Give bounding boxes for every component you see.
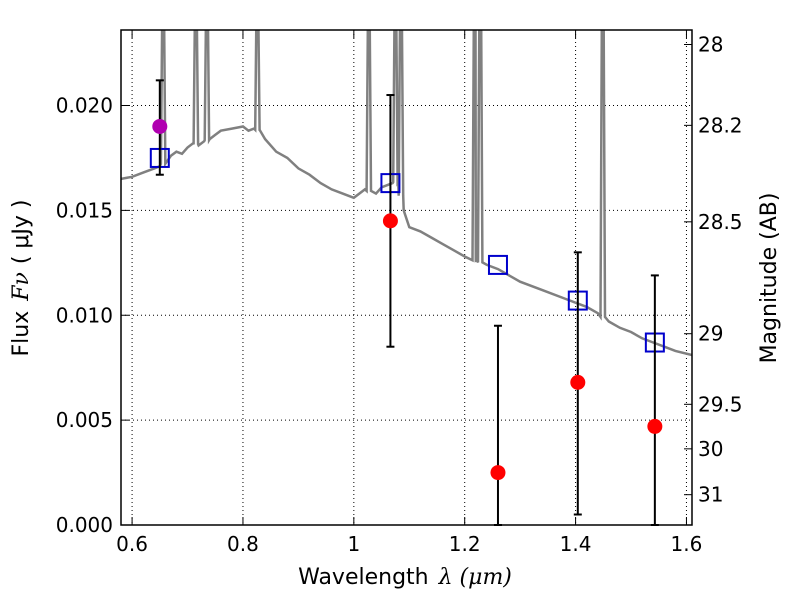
y-tick-label: 0.010 (56, 303, 113, 327)
plot-area (121, 30, 692, 526)
right-tick-label: 28 (698, 33, 723, 57)
x-tick-label: 1.4 (560, 532, 592, 556)
right-tick-label: 31 (698, 483, 723, 507)
observed-photometry-point (570, 374, 586, 390)
x-tick-label: 0.8 (227, 532, 259, 556)
x-tick-label: 0.6 (116, 532, 148, 556)
model-photometry-square (487, 254, 508, 275)
y-tick-label: 0.000 (56, 513, 113, 537)
right-axis-title: Magnitude (AB) (757, 193, 782, 364)
y-tick-label: 0.015 (56, 198, 113, 222)
right-tick-label: 29.5 (698, 392, 743, 416)
y-tick-label: 0.020 (56, 94, 113, 118)
y-axis-title: FluxFν( μJy ) (9, 199, 34, 356)
x-tick-label: 1.2 (449, 532, 481, 556)
observed-photometry-point (647, 418, 663, 434)
axes: 0.6 0.8 1 1.2 1.4 1.6 0.000 0.005 0.010 0.015 0.02… (56, 29, 743, 556)
x-axis-title: Wavelength λ (μm) (298, 565, 512, 590)
grid (121, 30, 692, 526)
x-tick-label: 1 (347, 532, 360, 556)
right-tick-label: 29 (698, 322, 723, 346)
observed-photometry-point (490, 465, 506, 481)
observed-photometry-point (382, 213, 398, 229)
x-tick-label: 1.6 (671, 532, 703, 556)
plot-frame (120, 29, 693, 526)
right-tick-label: 28.5 (698, 210, 743, 234)
right-tick-label: 30 (698, 437, 723, 461)
observed-photometry-point (152, 118, 168, 134)
right-tick-label: 28.2 (698, 113, 743, 137)
spectrum-line (121, 30, 692, 357)
y-tick-label: 0.005 (56, 408, 113, 432)
